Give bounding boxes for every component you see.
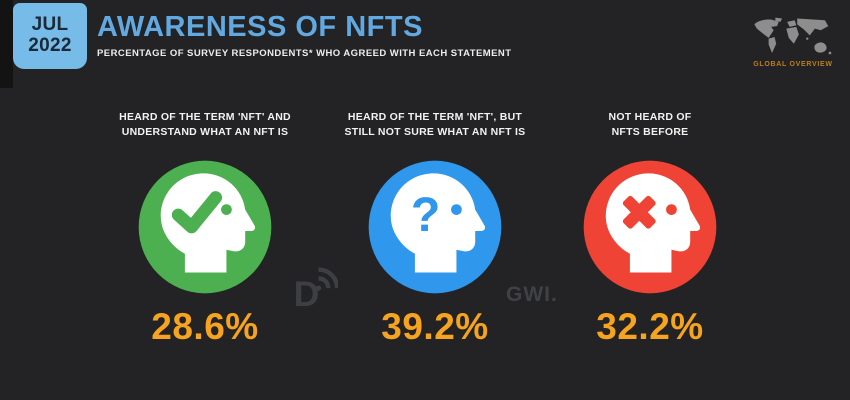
left-edge-strip (0, 0, 13, 88)
head-question-icon: ? (368, 160, 502, 294)
head-check-icon (138, 160, 272, 294)
stat-value: 39.2% (381, 306, 489, 347)
svg-text:D: D (294, 275, 320, 312)
datareportal-logo-icon: D (294, 267, 338, 312)
stat-label-line: STILL NOT SURE WHAT AN NFT IS (344, 125, 526, 138)
stat-label: NOT HEARD OF NFTS BEFORE (533, 110, 767, 144)
stat-label-line: UNDERSTAND WHAT AN NFT IS (121, 125, 289, 138)
stat-label-line: NOT HEARD OF (608, 111, 692, 123)
stat-label-line: HEARD OF THE TERM 'NFT' AND (119, 111, 291, 123)
date-month: JUL (31, 14, 69, 36)
stat-label: HEARD OF THE TERM 'NFT', BUT STILL NOT S… (318, 110, 552, 144)
stat-value: 28.6% (151, 306, 259, 347)
overview-label: GLOBAL OVERVIEW (753, 61, 833, 68)
gwi-watermark: GWI. (506, 283, 558, 306)
page-title: AWARENESS OF NFTS (97, 11, 423, 43)
stat-value: 32.2% (596, 306, 704, 347)
stat-column-not-sure: HEARD OF THE TERM 'NFT', BUT STILL NOT S… (318, 110, 552, 348)
date-badge: JUL 2022 (13, 3, 87, 69)
header: AWARENESS OF NFTS PERCENTAGE OF SURVEY R… (97, 11, 512, 60)
stat-column-not-heard: NOT HEARD OF NFTS BEFORE 32.2% (533, 110, 767, 348)
head-x-icon (583, 160, 717, 294)
svg-text:?: ? (411, 188, 440, 242)
stat-label-line: NFTS BEFORE (611, 125, 689, 138)
page-subtitle: PERCENTAGE OF SURVEY RESPONDENTS* WHO AG… (97, 48, 512, 59)
global-overview: GLOBAL OVERVIEW (745, 16, 841, 68)
stat-label: HEARD OF THE TERM 'NFT' AND UNDERSTAND W… (88, 110, 322, 144)
date-year: 2022 (28, 35, 72, 56)
stat-column-understand: HEARD OF THE TERM 'NFT' AND UNDERSTAND W… (88, 110, 322, 348)
world-map-icon (754, 17, 832, 55)
stat-label-line: HEARD OF THE TERM 'NFT', BUT (347, 111, 523, 123)
